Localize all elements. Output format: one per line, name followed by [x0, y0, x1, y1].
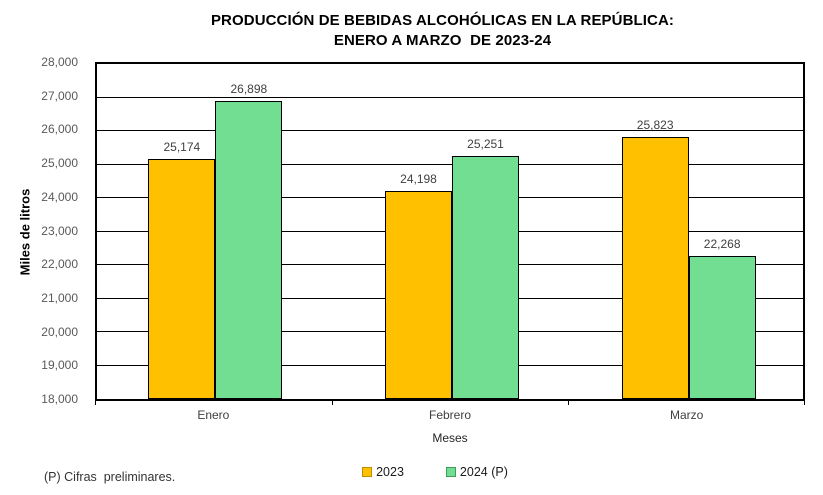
bar-value-label: 24,198	[400, 172, 437, 187]
legend-label: 2023	[376, 465, 404, 479]
x-category-label: Marzo	[669, 408, 704, 422]
chart-title-line1: PRODUCCIÓN DE BEBIDAS ALCOHÓLICAS EN LA …	[210, 12, 675, 29]
bar-2024P-febrero	[452, 156, 519, 399]
x-axis-tick-mark	[95, 401, 96, 405]
gridline	[97, 96, 803, 98]
legend-item-2024P: 2024 (P)	[445, 465, 508, 479]
y-tick-label: 19,000	[41, 358, 78, 373]
x-axis-labels: Enero Febrero Marzo	[95, 408, 805, 424]
y-tick-label: 28,000	[41, 55, 78, 69]
y-tick-label: 26,000	[41, 122, 78, 137]
bar-2023-febrero	[385, 191, 452, 399]
legend-label: 2024 (P)	[459, 465, 508, 479]
y-axis-ticks: 18,000 19,000 20,000 21,000 22,000 23,000 24,0…	[0, 55, 86, 406]
legend: 2023 2024 (P)	[80, 465, 790, 479]
bar-value-label: 26,898	[230, 81, 268, 96]
legend-swatch-icon	[362, 467, 373, 477]
bar-2024P-enero	[215, 100, 283, 399]
bar-value-label: 25,251	[467, 137, 504, 152]
y-tick-label: 27,000	[41, 88, 78, 103]
x-axis-tick-mark	[332, 401, 333, 405]
y-tick-label: 21,000	[41, 290, 78, 305]
footnote: (P) Cifras preliminares.	[44, 470, 176, 484]
plot-area: 25,174 26,898 24,198 25,251 25,823 22,268	[95, 62, 805, 401]
x-axis-tick-mark	[804, 401, 805, 405]
gridline	[97, 163, 803, 165]
gridline	[97, 130, 803, 131]
x-category-label: Enero	[197, 408, 230, 422]
bar-value-label: 25,174	[163, 139, 201, 154]
y-tick-label: 23,000	[41, 223, 78, 238]
bar-2023-enero	[148, 158, 216, 399]
y-tick-label: 20,000	[41, 324, 78, 339]
legend-swatch-icon	[445, 467, 456, 477]
x-axis-tick-mark	[568, 401, 569, 405]
bar-2023-marzo	[621, 136, 689, 399]
bar-2024P-marzo	[688, 256, 756, 399]
y-tick-label: 25,000	[41, 156, 78, 171]
y-tick-label: 24,000	[41, 189, 78, 204]
bar-value-label: 22,268	[703, 237, 741, 252]
legend-item-2023: 2023	[362, 465, 404, 479]
y-tick-label: 18,000	[41, 392, 78, 406]
bar-value-label: 25,823	[636, 117, 674, 132]
x-category-label: Febrero	[428, 408, 472, 422]
y-tick-label: 22,000	[41, 257, 78, 272]
chart-title-line2: ENERO A MARZO DE 2023-24	[333, 32, 552, 50]
chart-title: PRODUCCIÓN DE BEBIDAS ALCOHÓLICAS EN LA …	[70, 11, 815, 52]
x-axis-title: Meses	[432, 431, 468, 445]
